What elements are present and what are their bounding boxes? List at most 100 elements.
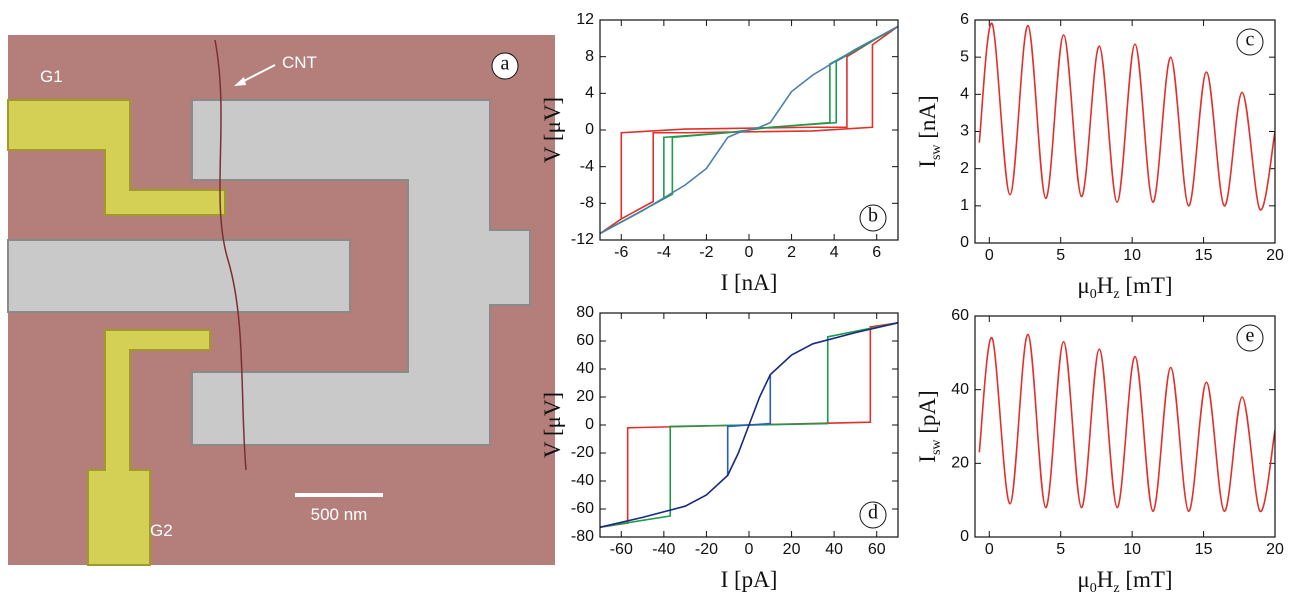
y-tick-label: 8 <box>585 48 594 65</box>
panel-badge <box>1236 28 1264 56</box>
y-tick-label: 2 <box>960 160 969 177</box>
panel-badge <box>491 52 519 80</box>
gates <box>7 99 226 566</box>
x-axis-label: μ0Hz [mT] <box>1077 273 1172 302</box>
cnt-label: CNT <box>282 53 317 72</box>
x-tick-label: 60 <box>868 541 886 558</box>
panel-label: a <box>501 53 510 75</box>
nanotube <box>214 39 247 471</box>
y-tick-label: 60 <box>576 332 594 349</box>
label-part: I [nA] <box>721 270 778 295</box>
plot-frame <box>599 312 899 538</box>
label-part: [pA] <box>915 390 940 439</box>
x-tick-label: 40 <box>825 541 843 558</box>
y-tick-label: -20 <box>571 444 594 461</box>
series-line <box>978 333 1275 513</box>
y-tick-label: -40 <box>571 472 594 489</box>
label-part: H <box>1097 273 1114 298</box>
x-tick-label: -60 <box>610 541 633 558</box>
x-tick-label: 20 <box>1266 541 1284 558</box>
y-tick-label: 6 <box>960 11 969 28</box>
label-part: [mT] <box>1120 273 1173 298</box>
label-part: I <box>915 455 940 463</box>
series-line <box>600 25 898 235</box>
y-tick-label: -60 <box>571 500 594 517</box>
panel-badge <box>1236 324 1264 352</box>
electrodes <box>7 99 531 446</box>
y-tick-label: 3 <box>960 123 969 140</box>
x-tick-label: 0 <box>745 541 754 558</box>
plot-lines <box>978 22 1275 211</box>
x-tick-label: 0 <box>985 247 994 264</box>
x-tick-label: 5 <box>1056 247 1065 264</box>
panel-label: b <box>868 205 878 227</box>
y-tick-label: 40 <box>951 381 969 398</box>
x-tick-label: 20 <box>1266 247 1284 264</box>
x-tick-label: -4 <box>657 244 671 261</box>
label-subscript: 0 <box>1090 287 1097 302</box>
label-part: V [μV] <box>540 392 565 458</box>
y-tick-label: 0 <box>960 234 969 251</box>
y-axis-label: Isw [nA] <box>915 95 944 167</box>
gate-label: G2 <box>150 521 173 540</box>
y-tick-label: 0 <box>585 416 594 433</box>
y-axis-label: V [μV] <box>540 97 565 163</box>
panel-badge <box>859 501 887 529</box>
label-subscript: 0 <box>1090 581 1097 596</box>
label-subscript: z <box>1113 287 1119 302</box>
x-tick-label: -20 <box>695 541 718 558</box>
plot-frame <box>974 315 1276 538</box>
label-part: [mT] <box>1120 567 1173 592</box>
y-tick-label: 4 <box>960 86 969 103</box>
y-tick-label: 12 <box>576 11 594 28</box>
series-line <box>978 22 1275 211</box>
y-tick-label: -12 <box>571 231 594 248</box>
plot-lines <box>600 25 898 235</box>
x-tick-label: 15 <box>1195 541 1213 558</box>
label-subscript: sw <box>929 144 944 160</box>
x-tick-label: 4 <box>830 244 839 261</box>
y-axis-label: V [μV] <box>540 392 565 458</box>
x-tick-label: -40 <box>652 541 675 558</box>
panel-label: e <box>1246 325 1255 347</box>
panel-label: c <box>1246 29 1255 51</box>
label-part: I [pA] <box>721 567 778 592</box>
x-tick-label: 10 <box>1123 247 1141 264</box>
y-tick-label: -4 <box>580 158 594 175</box>
panel-label: d <box>868 502 878 524</box>
x-tick-label: 10 <box>1123 541 1141 558</box>
series-line <box>600 25 898 235</box>
y-tick-label: 60 <box>951 307 969 324</box>
y-tick-label: 4 <box>585 85 594 102</box>
x-tick-label: 20 <box>783 541 801 558</box>
label-part: [nA] <box>915 95 940 144</box>
y-tick-label: 20 <box>576 388 594 405</box>
x-tick-label: 5 <box>1056 541 1065 558</box>
x-tick-label: -6 <box>614 244 628 261</box>
label-subscript: sw <box>929 439 944 455</box>
label-part: μ <box>1077 567 1089 592</box>
arrowhead <box>234 77 246 86</box>
scale-label: 500 nm <box>311 505 368 524</box>
y-tick-label: 5 <box>960 48 969 65</box>
label-part: μ <box>1077 273 1089 298</box>
y-tick-label: 0 <box>960 528 969 545</box>
x-axis-label: I [nA] <box>721 270 778 295</box>
x-tick-label: 0 <box>985 541 994 558</box>
gate-label: G1 <box>40 67 63 86</box>
label-part: I <box>915 160 940 168</box>
series-line <box>600 322 898 528</box>
y-tick-label: -80 <box>571 528 594 545</box>
plot-lines <box>600 322 898 528</box>
label-part: V [μV] <box>540 97 565 163</box>
y-tick-label: 40 <box>576 360 594 377</box>
plot-frame <box>599 19 899 241</box>
y-tick-label: 1 <box>960 197 969 214</box>
y-tick-label: -8 <box>580 195 594 212</box>
micrograph: G1 G2 CNT 500 nm a <box>7 35 555 566</box>
x-axis-label: μ0Hz [mT] <box>1077 567 1172 596</box>
plot-frame <box>974 19 1276 244</box>
